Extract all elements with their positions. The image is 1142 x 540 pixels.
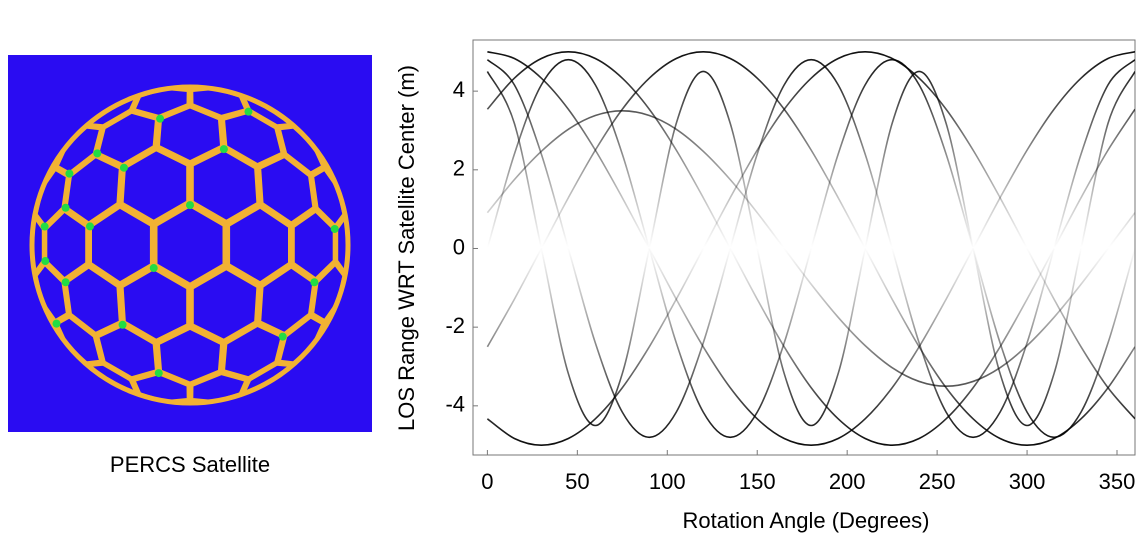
satellite-outline [29,84,351,406]
x-axis-label: Rotation Angle (Degrees) [682,508,929,533]
satellite-node [310,278,319,287]
y-tick-label: 0 [453,234,465,259]
satellite-background [8,55,372,432]
x-tick-label: 200 [829,469,866,494]
satellite-node [40,222,49,231]
x-tick-label: 0 [481,469,493,494]
satellite-node [219,145,228,154]
satellite-node [244,107,253,116]
satellite-node [119,163,128,172]
x-tick-label: 350 [1099,469,1136,494]
curves [486,51,1135,446]
satellite-node [52,319,61,328]
satellite-node [41,257,50,266]
x-tick-label: 250 [919,469,956,494]
range-curve [486,70,1135,427]
y-axis-label: LOS Range WRT Satellite Center (m) [394,65,419,431]
image-caption: PERCS Satellite [110,452,270,477]
satellite-node [65,169,74,178]
plot-frame [472,39,1136,456]
satellite-cell [257,263,317,337]
satellite-node [156,114,165,123]
satellite-node [118,320,127,329]
satellite-cell [189,265,261,344]
satellite-node [149,264,158,273]
y-tick-label: -2 [445,313,465,338]
satellite-nodes [40,107,339,378]
x-tick-label: 100 [649,469,686,494]
satellite-node [93,149,102,158]
range-curve [486,51,1135,446]
satellite-cell [226,204,292,286]
range-curve [486,51,1135,446]
satellite-node [154,369,163,378]
x-tick-label: 50 [565,469,589,494]
y-tick-label: -4 [445,392,465,417]
range-curve [486,110,1135,387]
satellite-node [330,224,339,233]
range-curve [486,51,1135,446]
satellite-node [278,332,287,341]
y-tick-label: 4 [453,77,465,102]
range-curve [486,58,1135,439]
satellite-node [86,222,95,231]
satellite-node [61,278,70,287]
satellite-node [186,201,194,210]
range-curve [486,58,1135,439]
x-tick-label: 300 [1009,469,1046,494]
x-tick-label: 150 [739,469,776,494]
satellite-node [61,203,70,212]
satellite-cell [257,153,317,227]
y-tick-label: 2 [453,156,465,181]
